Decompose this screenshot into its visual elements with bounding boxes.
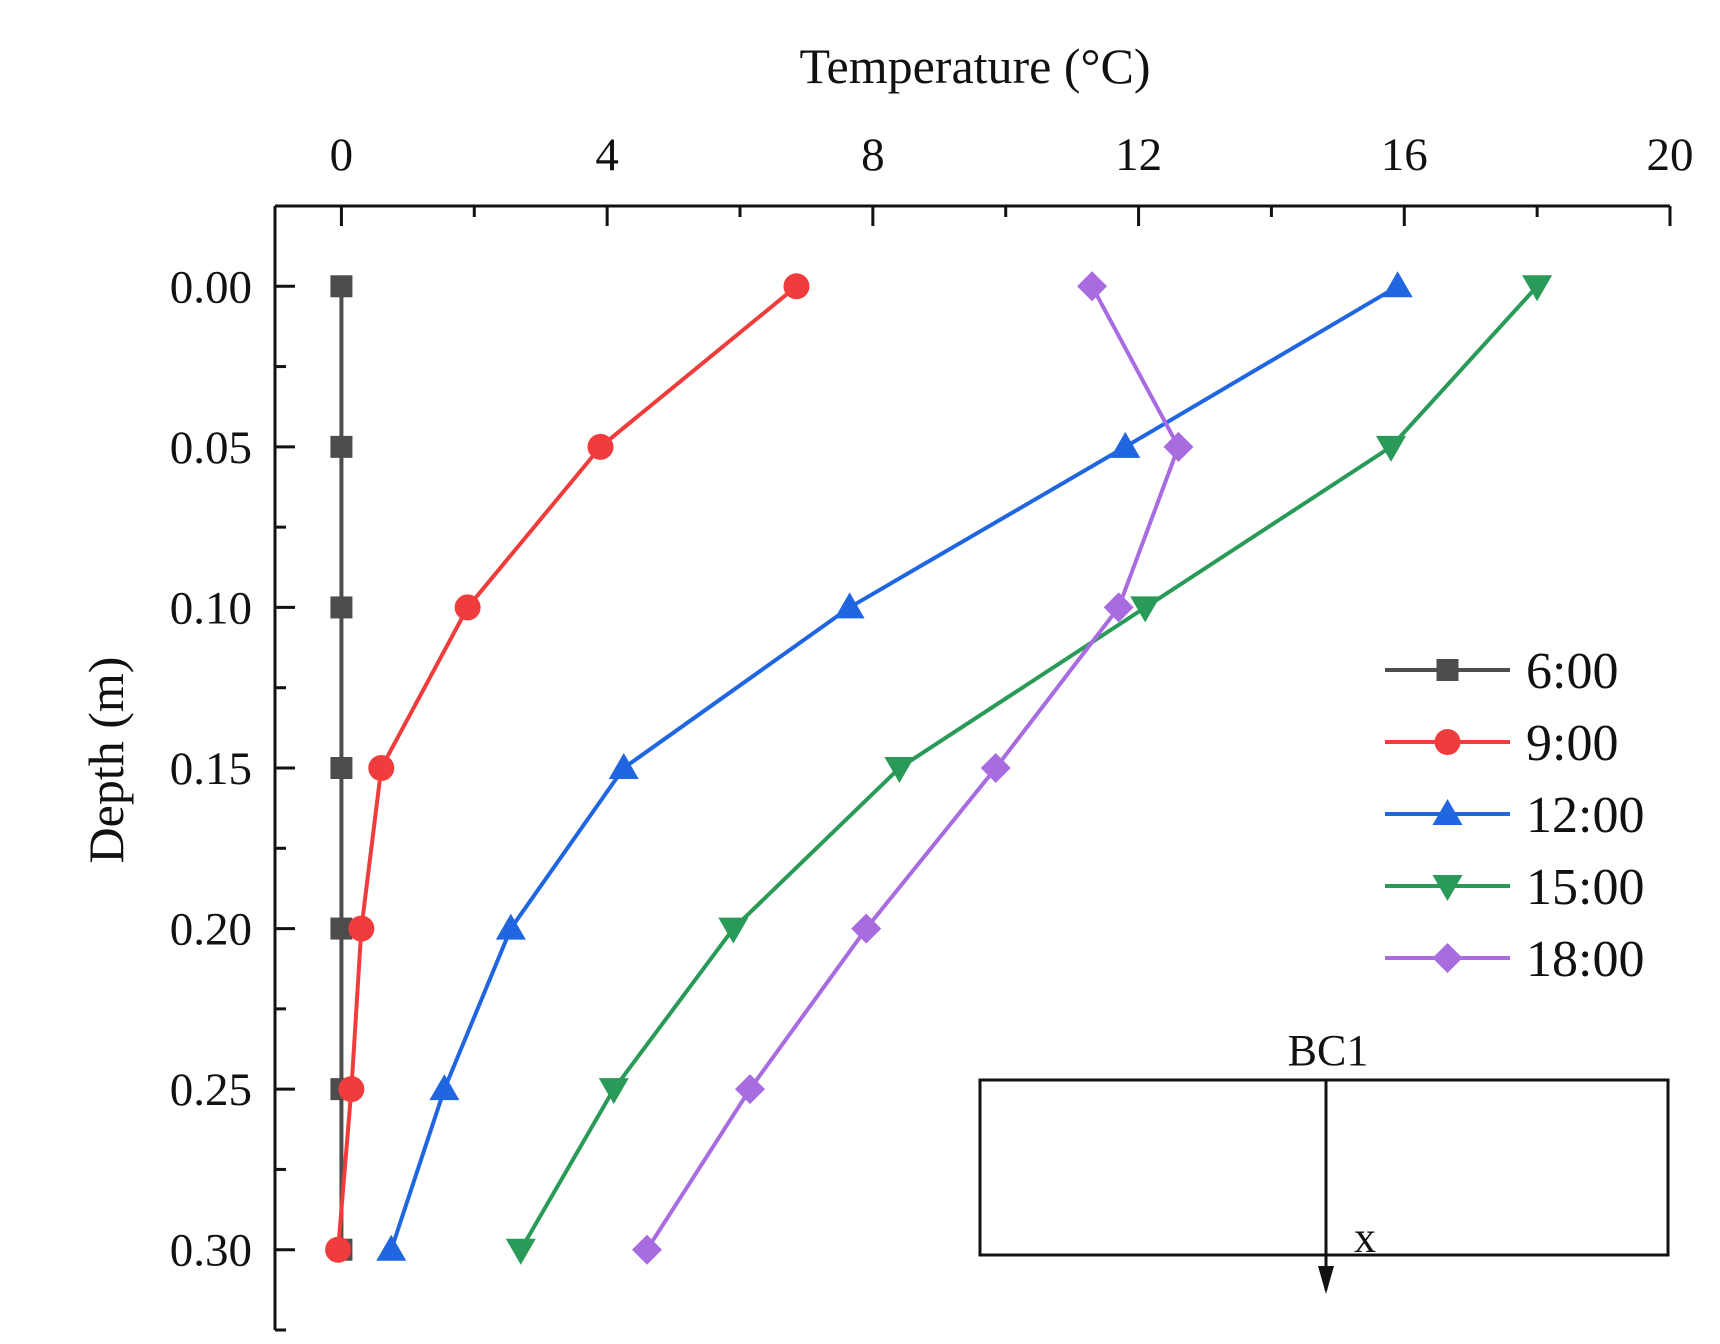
data-point [1077, 271, 1108, 302]
data-point [980, 753, 1011, 783]
data-point [598, 1078, 629, 1105]
legend-marker [1434, 729, 1461, 755]
legend-label: 12:00 [1526, 787, 1644, 844]
x-tick-label: 8 [861, 129, 885, 181]
data-point [1110, 431, 1141, 458]
x-axis-title: Temperature (°C) [799, 38, 1150, 94]
data-point [330, 275, 353, 298]
series-line [645, 285, 1181, 1251]
x-tick-label: 0 [330, 129, 354, 181]
y-axis-title: Depth (m) [78, 657, 134, 864]
data-point [368, 755, 395, 781]
y-ticks: 0.00 0.05 0.10 0.15 0.20 0.25 0.30 [170, 261, 295, 1332]
data-point [330, 435, 353, 458]
data-point [834, 592, 865, 619]
x-tick-label: 20 [1647, 129, 1694, 181]
data-point [325, 1236, 352, 1263]
data-point [338, 1076, 365, 1103]
data-point [330, 917, 353, 940]
inset-arrow-head [1318, 1266, 1334, 1294]
x-tick-label: 12 [1115, 129, 1162, 181]
data-point [1382, 271, 1413, 298]
data-point [632, 1234, 662, 1265]
data-point [718, 917, 749, 944]
legend-item: 18:00 [1385, 931, 1644, 988]
legend-item: 9:00 [1385, 715, 1618, 772]
data-point [495, 913, 526, 940]
data-point [1376, 435, 1406, 462]
legend-marker [1432, 875, 1463, 901]
legend-marker [1432, 943, 1463, 973]
legend-item: 12:00 [1385, 787, 1644, 844]
data-point [587, 433, 614, 460]
axes [273, 204, 1670, 1330]
series-1200 [376, 271, 1413, 1261]
data-point [608, 753, 639, 779]
series-layer [325, 271, 1553, 1265]
data-point [376, 1234, 407, 1261]
legend-marker [1436, 659, 1459, 681]
x-tick-label: 16 [1381, 129, 1428, 181]
data-point [851, 913, 882, 944]
data-point [734, 1074, 765, 1105]
data-point [330, 757, 353, 779]
series-1500 [505, 275, 1553, 1265]
y-tick-label: 0.30 [170, 1225, 252, 1277]
data-point [454, 594, 481, 621]
data-point [1163, 431, 1194, 462]
y-tick-label: 0.20 [170, 904, 252, 956]
y-tick-label: 0.00 [170, 261, 252, 313]
inset-diagram: BC1 x [978, 1026, 1670, 1294]
data-point [1130, 596, 1161, 623]
legend-label: 6:00 [1526, 643, 1618, 700]
inset-title: BC1 [1288, 1026, 1369, 1075]
data-point [505, 1238, 536, 1265]
data-point [348, 915, 375, 942]
data-point [429, 1074, 460, 1101]
legend-item: 15:00 [1385, 859, 1644, 916]
series-1800 [632, 271, 1194, 1265]
legend-label: 15:00 [1526, 859, 1644, 916]
series-line [336, 284, 798, 1250]
legend-label: 18:00 [1526, 931, 1644, 988]
legend-item: 6:00 [1385, 643, 1618, 700]
data-point [1103, 592, 1134, 623]
legend-label: 9:00 [1526, 715, 1618, 772]
data-point [1522, 275, 1553, 302]
y-tick-label: 0.15 [170, 743, 252, 795]
x-ticks: 0 4 8 12 16 20 [330, 129, 1694, 226]
data-point [884, 757, 915, 783]
inset-axis-label: x [1354, 1213, 1376, 1262]
inset-box [978, 1078, 1670, 1257]
x-tick-label: 4 [595, 129, 619, 181]
y-tick-label: 0.05 [170, 422, 252, 474]
y-tick-label: 0.25 [170, 1064, 252, 1116]
series-900 [325, 273, 810, 1263]
data-point [783, 273, 810, 300]
legend: 6:00 9:00 12:00 15:00 18:00 [1385, 643, 1644, 988]
y-tick-label: 0.10 [170, 582, 252, 634]
series-line [519, 284, 1539, 1251]
legend-marker [1432, 799, 1463, 825]
data-point [330, 596, 353, 619]
